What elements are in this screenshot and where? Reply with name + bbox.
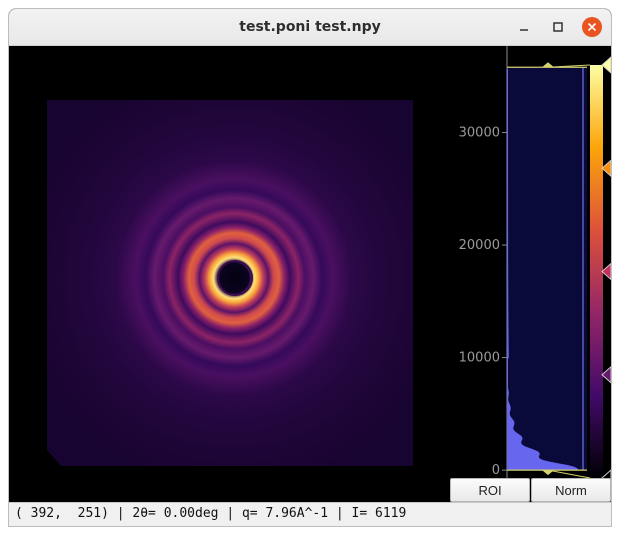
histogram-ticks: 30000 20000 10000 0 <box>459 126 507 478</box>
maximize-icon <box>553 22 563 32</box>
histogram-lut-panel[interactable]: 30000 20000 10000 0 <box>459 46 611 487</box>
roi-button[interactable]: ROI <box>450 478 530 502</box>
diffraction-image[interactable] <box>9 46 498 500</box>
level-max-handle[interactable] <box>542 62 554 68</box>
title-bar[interactable]: test.poni test.npy <box>9 9 611 46</box>
level-max-connector <box>547 64 591 68</box>
histogram-background <box>507 67 587 471</box>
cursor-readout: ( 392, 251) | 2θ= 0.00deg | q= 7.96A^-1 … <box>15 506 407 521</box>
gradient-markers[interactable] <box>601 56 611 487</box>
level-min-handle[interactable] <box>542 470 554 476</box>
histogram-tick-label: 0 <box>492 463 500 478</box>
gradient-marker[interactable] <box>601 56 611 74</box>
close-icon <box>587 22 597 32</box>
gradient-marker[interactable] <box>601 366 611 384</box>
window-title: test.poni test.npy <box>239 19 381 35</box>
histogram-lut[interactable]: 30000 20000 10000 0 <box>459 46 611 487</box>
gradient-marker[interactable] <box>601 262 611 281</box>
beamstop-shadow <box>217 260 253 296</box>
status-bar: ( 392, 251) | 2θ= 0.00deg | q= 7.96A^-1 … <box>9 502 611 526</box>
gradient-marker[interactable] <box>601 159 611 177</box>
histogram-tick-label: 20000 <box>459 238 500 253</box>
histogram-tick-label: 30000 <box>459 126 500 141</box>
detector-frame <box>47 100 413 466</box>
minimize-icon <box>520 29 528 31</box>
close-button[interactable] <box>582 17 602 37</box>
diffraction-image-view[interactable] <box>9 46 498 500</box>
histogram-tick-label: 10000 <box>459 351 500 366</box>
level-min-connector <box>547 469 591 479</box>
minimize-button[interactable] <box>514 17 534 37</box>
norm-button[interactable]: Norm <box>531 478 611 502</box>
app-window: test.poni test.npy <box>9 9 611 526</box>
maximize-button[interactable] <box>548 17 568 37</box>
color-gradient-bar[interactable] <box>590 65 603 478</box>
